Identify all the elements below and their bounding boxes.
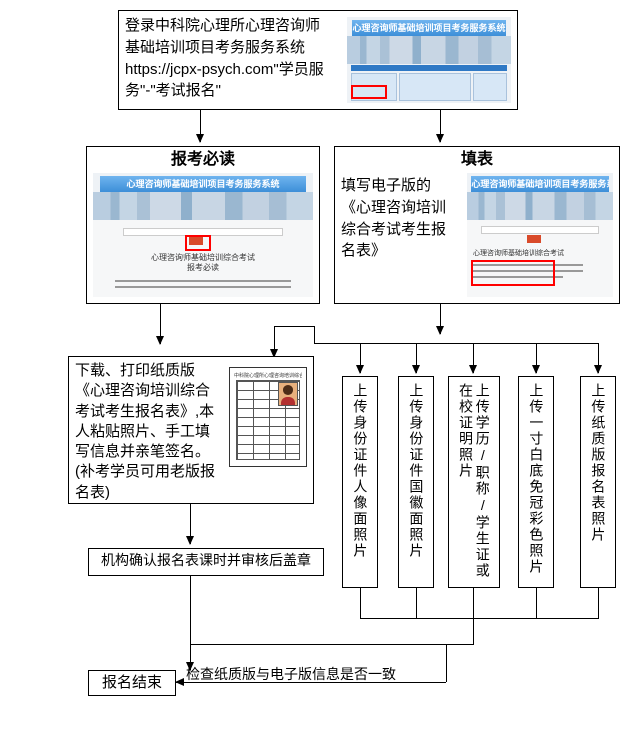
drop-v3 [473,343,474,373]
check-label: 检查纸质版与电子版信息是否一致 [186,664,456,684]
mock-tb-red [471,260,555,286]
node-jigou-queren: 机构确认报名表课时并审核后盖章 [88,548,324,576]
node-baokao-bidu: 报考必读 心理咨询师基础培训项目考务服务系统 心理咨询师基础培训综合考试 报考必… [86,146,320,304]
drop-v2 [416,343,417,373]
mock-bidu-cap2: 报考必读 [93,264,313,273]
mock-form-portrait [278,382,298,406]
drop-v5 [598,343,599,373]
node-tianbiao: 填表 填写电子版的《心理咨询培训综合考试考生报名表》 心理咨询师基础培训项目考务… [334,146,620,304]
mock-bidu-skyline [93,192,313,220]
upload-distributor [314,343,598,344]
title-baokao-bidu: 报考必读 [87,147,319,171]
collector-drop [473,618,474,644]
collector-line [360,618,599,619]
coll-v5 [598,588,599,618]
text-tianbiao: 填写电子版的《心理咨询培训综合考试考生报名表》 [335,171,465,266]
mock-tianbiao-screenshot: 心理咨询师基础培训项目考务服务系统 心理咨询师基础培训综合考试 [467,173,613,297]
dist-leftrise [314,326,315,343]
arrow-n1-n2 [200,110,201,142]
mock-tianbiao-banner: 心理咨询师基础培训项目考务服务系统 [471,176,608,192]
mock-form-title: 中科院心理所心理咨询培训综合考试考生报名表 [234,372,302,378]
mock-nav-bar [351,65,507,71]
coll-v2 [416,588,417,618]
arrow-n1-n3 [440,110,441,142]
text-end: 报名结束 [89,671,175,696]
flowchart-canvas: 登录中科院心理所心理咨询师基础培训项目考务服务系统https://jcpx-ps… [0,0,638,729]
n5-drop [190,576,191,644]
coll-v3 [473,588,474,618]
mock-tb-cap1: 心理咨询师基础培训综合考试 [473,250,564,258]
mock-tb-btn [527,235,541,243]
mock-bidu-body: 心理咨询师基础培训综合考试 报考必读 [93,220,313,297]
text-download-print: 下载、打印纸质版《心理咨询培训综合考试考生报名表》,本人粘贴照片、手工填写信息并… [69,357,229,504]
vbox-upload-idfront: 上传身份证件人像面照片 [342,376,378,588]
mock-form-photo: 中科院心理所心理咨询培训综合考试考生报名表 [229,367,307,467]
vbox-upload-edu: 上传学历/职称/学生证或在校证明照片 [448,376,500,588]
vbox-upload-idback: 上传身份证件国徽面照片 [398,376,434,588]
title-tianbiao: 填表 [335,147,619,171]
mock-skyline [347,36,511,64]
drop-v1 [360,343,361,373]
coll-v4 [536,588,537,618]
vbox-upload-paperform: 上传纸质版报名表照片 [580,376,616,588]
mock-tb-skyline [467,192,613,220]
mock-bidu-line1 [115,280,291,282]
mock-nav-mid [399,73,471,101]
coll-v1 [360,588,361,618]
check-bend-v [446,644,447,682]
node-login: 登录中科院心理所心理咨询师基础培训项目考务服务系统https://jcpx-ps… [118,10,518,110]
mock-red-highlight [351,85,387,99]
mock-bidu-banner: 心理咨询师基础培训项目考务服务系统 [100,176,307,192]
node-download-print: 下载、打印纸质版《心理咨询培训综合考试考生报名表》,本人粘贴照片、手工填写信息并… [68,356,314,504]
mock-bidu-red [185,235,211,251]
mock-banner-title: 心理咨询师基础培训项目考务服务系统 [352,20,506,36]
node-login-text: 登录中科院心理所心理咨询师基础培训项目考务服务系统https://jcpx-ps… [119,11,337,106]
dist-left-down [274,326,275,350]
drop-v4 [536,343,537,373]
mock-bidu-line2 [115,286,291,288]
collector-left [190,644,474,645]
text-jigou-queren: 机构确认报名表课时并审核后盖章 [89,549,323,574]
node-end: 报名结束 [88,670,176,696]
arrow-n4-n5 [190,504,191,544]
mock-login-screenshot: 心理咨询师基础培训项目考务服务系统 [347,17,511,103]
mock-nav-right [473,73,507,101]
mock-bidu-screenshot: 心理咨询师基础培训项目考务服务系统 心理咨询师基础培训综合考试 报考必读 [93,173,313,297]
arrow-n2-n4 [160,304,161,344]
mock-bidu-cap1: 心理咨询师基础培训综合考试 [93,254,313,263]
dist-left-h [274,326,314,327]
arrow-n3-down [440,304,441,334]
mock-tb-body: 心理咨询师基础培训综合考试 [467,220,613,297]
mock-tb-search [481,226,599,234]
vbox-upload-photo1in: 上传一寸白底免冠彩色照片 [518,376,554,588]
